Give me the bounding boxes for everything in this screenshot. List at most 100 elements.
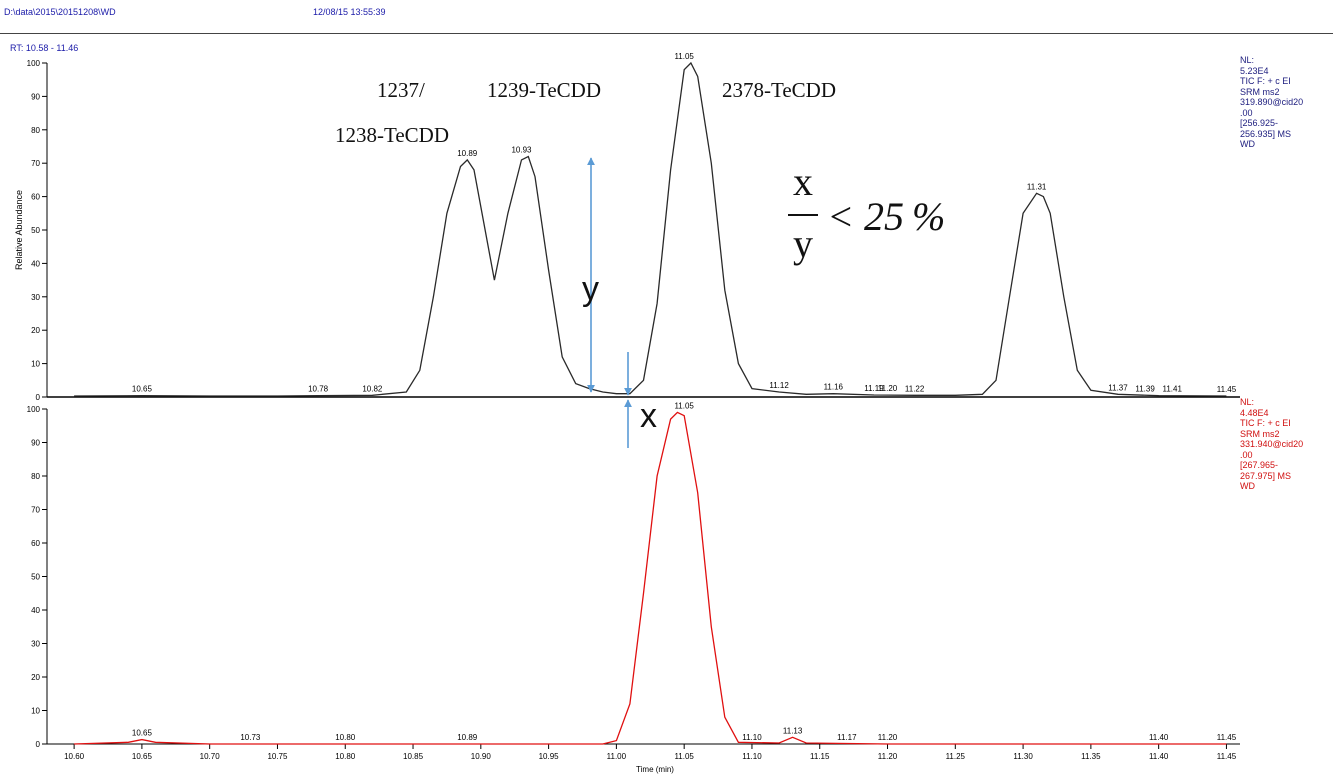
x-tick-label: 10.90 (471, 752, 492, 761)
peak-label: 11.12 (769, 381, 789, 390)
peak-label: 11.16 (824, 383, 844, 392)
peak-label: 10.93 (511, 146, 532, 155)
peak-label: 11.45 (1217, 733, 1237, 742)
y-tick-label: 100 (27, 59, 41, 68)
peak-label: 10.73 (240, 733, 261, 742)
label-2378-tecdd: 2378-TeCDD (722, 78, 836, 102)
trace-info-line: .00 (1240, 107, 1253, 118)
trace-info-line: SRM ms2 (1240, 86, 1280, 97)
trace-info-line: 5.23E4 (1240, 65, 1269, 76)
peak-label: 11.20 (878, 384, 898, 393)
y-tick-label: 90 (31, 439, 40, 448)
x-tick-label: 10.70 (200, 752, 221, 761)
x-tick-label: 11.25 (946, 752, 966, 761)
trace-info-line: TIC F: + c EI (1240, 76, 1291, 86)
peak-label: 11.39 (1135, 384, 1155, 393)
trace-info-line: WD (1240, 139, 1255, 149)
trace-info-line: WD (1240, 481, 1255, 491)
y-tick-label: 70 (31, 506, 40, 515)
y-tick-label: 10 (31, 360, 40, 369)
peak-label: 11.10 (742, 733, 762, 742)
x-tick-label: 11.10 (742, 752, 762, 761)
x-tick-label: 10.60 (64, 752, 85, 761)
y-tick-label: 50 (31, 573, 40, 582)
formula-rhs: < 25 % (827, 194, 945, 239)
peak-label: 11.13 (783, 726, 803, 735)
trace-info-line: 256.935] MS (1240, 128, 1292, 139)
bottom-y-ticks: 0 10 20 30 40 50 60 70 80 90 100 (27, 405, 47, 749)
trace-info-line: 267.975] MS (1240, 470, 1292, 481)
peak-label: 10.78 (308, 385, 329, 394)
x-tick-label: 11.35 (1081, 752, 1101, 761)
y-tick-label: 40 (31, 259, 40, 268)
x-tick-label: 10.75 (267, 752, 288, 761)
bottom-peak-labels: 10.65 10.73 10.80 10.89 11.05 11.10 11.13 11.17… (132, 401, 1237, 742)
x-tick-label: 11.20 (878, 752, 898, 761)
peak-label: 11.41 (1162, 385, 1182, 394)
x-axis-title: Time (min) (636, 765, 674, 774)
peak-label: 10.65 (132, 729, 153, 738)
rt-range: RT: 10.58 - 11.46 (10, 43, 79, 53)
trace-info-line: 331.940@cid20 (1240, 439, 1304, 449)
trace-info-line: TIC F: + c EI (1240, 418, 1291, 428)
x-tick-label: 11.05 (674, 752, 694, 761)
peak-label: 10.80 (335, 733, 356, 742)
x-tick-label: 10.80 (335, 752, 356, 761)
top-y-ticks: 0 10 20 30 40 50 60 70 80 90 100 (27, 59, 47, 402)
acquisition-datetime: 12/08/15 13:55:39 (313, 7, 386, 17)
x-tick-label: 10.65 (132, 752, 153, 761)
trace-info-line: NL: (1240, 55, 1255, 65)
x-tick-label: 11.00 (607, 752, 627, 761)
x-tick-label: 11.40 (1149, 752, 1169, 761)
trace-info-line: .00 (1240, 449, 1253, 460)
trace-info-line: 319.890@cid20 (1240, 97, 1304, 107)
label-1237: 1237/ (377, 78, 425, 102)
y-tick-label: 40 (31, 606, 40, 615)
bottom-trace-line (74, 411, 1227, 745)
y-tick-label: 20 (31, 673, 40, 682)
y-tick-label: 50 (31, 226, 40, 235)
y-axis-title: Relative Abundance (14, 190, 24, 270)
y-tick-label: 20 (31, 326, 40, 335)
file-path: D:\data\2015\20151208\WD (4, 7, 116, 17)
peak-label: 11.19 (864, 384, 884, 393)
y-tick-label: 80 (31, 472, 40, 481)
peak-label: 10.82 (362, 384, 383, 393)
peak-label: 11.17 (837, 733, 857, 742)
y-arrow-label: y (582, 270, 599, 308)
top-peak-labels: 10.65 10.78 10.82 10.89 10.93 11.05 11.12 11.16… (132, 52, 1237, 394)
bottom-trace-info: NL: 4.48E4 TIC F: + c EI SRM ms2 331.940@cid… (1240, 397, 1303, 492)
peak-label: 10.89 (457, 733, 478, 742)
x-ticks: 10.60 10.65 10.70 10.75 10.80 10.85 10.90 10.95… (64, 744, 1237, 761)
header-divider (0, 33, 1333, 34)
formula-denominator: y (793, 221, 813, 266)
y-tick-label: 90 (31, 92, 40, 101)
y-tick-label: 100 (27, 405, 41, 414)
y-tick-label: 30 (31, 640, 40, 649)
trace-info-line: 4.48E4 (1240, 407, 1269, 418)
peak-label: 11.40 (1149, 733, 1169, 742)
peak-label: 10.65 (132, 385, 153, 394)
x-arrow-label: x (640, 397, 657, 435)
top-trace-line (74, 61, 1227, 397)
y-tick-label: 0 (36, 740, 41, 749)
peak-label: 11.37 (1108, 383, 1128, 392)
label-1239-tecdd: 1239-TeCDD (487, 78, 601, 102)
y-tick-label: 0 (36, 393, 41, 402)
x-tick-label: 10.85 (403, 752, 424, 761)
y-tick-label: 70 (31, 159, 40, 168)
x-tick-label: 11.45 (1217, 752, 1237, 761)
peak-label: 11.31 (1027, 182, 1047, 191)
y-tick-label: 30 (31, 293, 40, 302)
peak-label: 11.20 (878, 733, 898, 742)
x-tick-label: 11.15 (810, 752, 830, 761)
peak-label: 11.22 (905, 384, 925, 393)
trace-info-line: [256.925- (1240, 118, 1279, 128)
trace-info-line: [267.965- (1240, 460, 1279, 470)
x-tick-label: 11.30 (1013, 752, 1033, 761)
y-tick-label: 10 (31, 707, 40, 716)
peak-label: 11.05 (674, 52, 694, 61)
x-tick-label: 10.95 (539, 752, 560, 761)
label-1238-tecdd: 1238-TeCDD (335, 123, 449, 147)
